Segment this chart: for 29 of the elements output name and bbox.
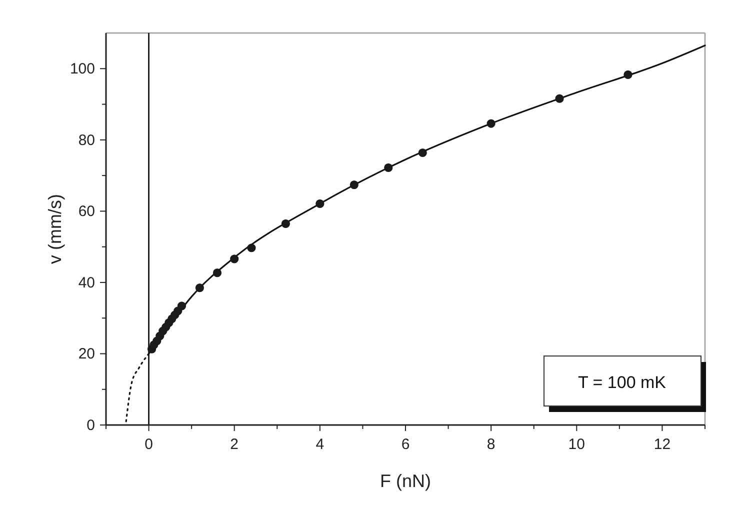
- y-tick-label: 40: [78, 274, 95, 292]
- x-tick-label: 12: [654, 436, 671, 453]
- point: [177, 302, 186, 310]
- y-tick-label: 20: [78, 346, 95, 363]
- point: [230, 254, 239, 264]
- x-tick-label: 6: [401, 436, 410, 453]
- annotation: T = 100 mK: [578, 373, 667, 392]
- point: [486, 119, 496, 128]
- point: [212, 268, 222, 278]
- y-axis-title: v (mm/s): [45, 194, 65, 264]
- point: [281, 219, 290, 228]
- y-tick-label: 100: [70, 60, 95, 78]
- point: [350, 180, 358, 190]
- x-tick-label: 2: [230, 436, 239, 453]
- x-tick-label: 10: [568, 436, 585, 453]
- x-tick-label: 4: [316, 436, 324, 453]
- x-tick-label: 0: [144, 436, 153, 453]
- y-tick-label: 80: [78, 132, 95, 149]
- point: [316, 199, 324, 208]
- point: [195, 284, 204, 292]
- x-axis-title: F (nN): [380, 471, 431, 491]
- point: [384, 163, 393, 172]
- point: [418, 148, 427, 158]
- point: [555, 94, 564, 103]
- point: [624, 70, 632, 79]
- x-tick-label: 8: [486, 436, 496, 453]
- point: [247, 244, 256, 252]
- y-tick-label: 0: [86, 417, 95, 434]
- y-tick-label: 60: [78, 203, 95, 220]
